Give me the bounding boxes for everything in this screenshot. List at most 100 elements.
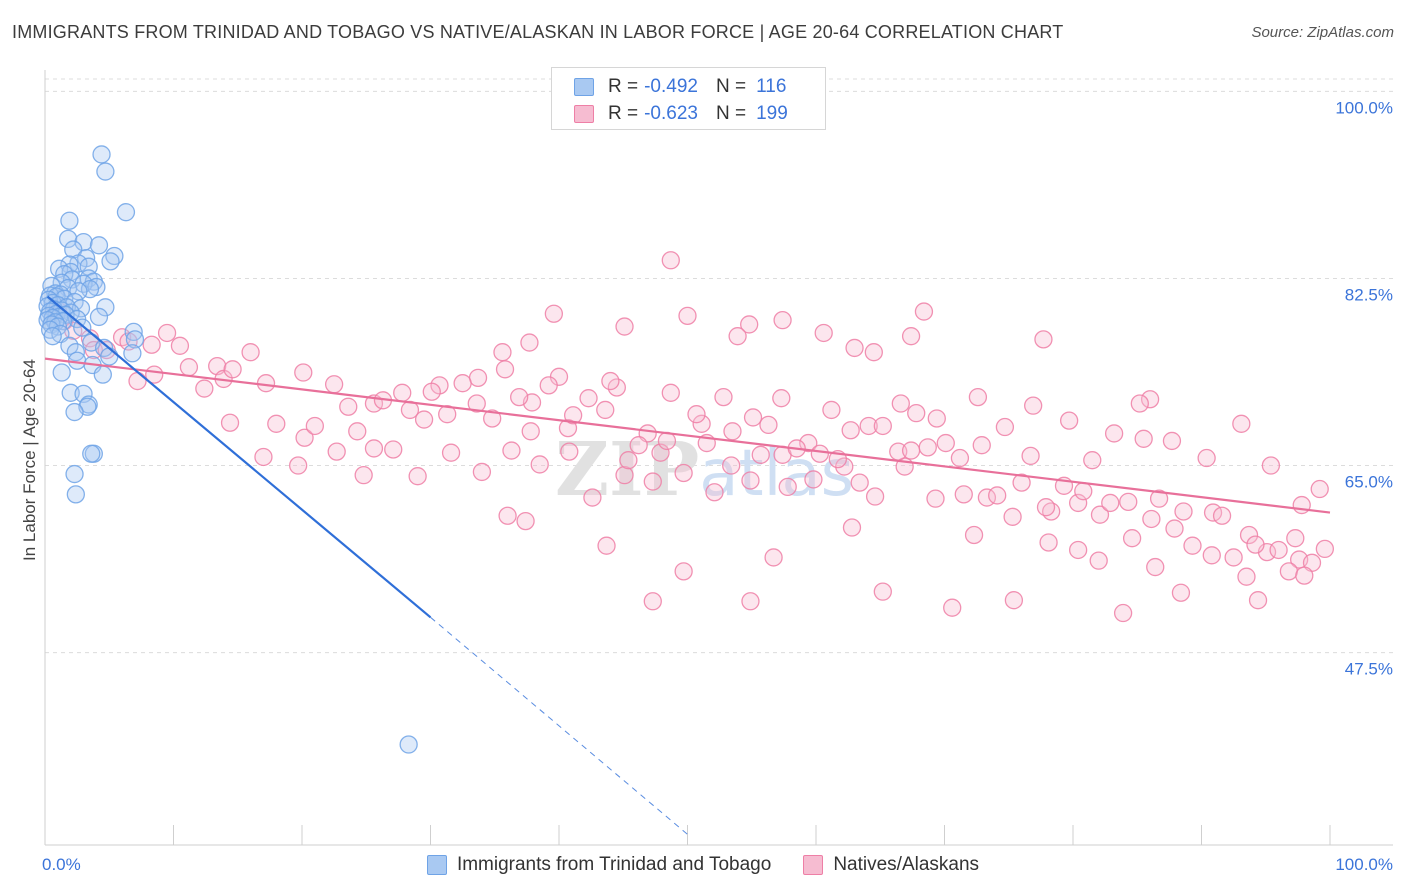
- pink-point: [1149, 489, 1169, 508]
- pink-point: [822, 400, 841, 420]
- pink-point: [502, 441, 521, 460]
- pink-point: [619, 451, 638, 470]
- x-tick-label-min: 0.0%: [42, 855, 81, 874]
- pink-point: [751, 445, 770, 464]
- pink-point: [1036, 498, 1056, 517]
- pink-point: [1003, 507, 1022, 526]
- pink-point: [865, 487, 885, 506]
- blue-point: [116, 203, 136, 222]
- pink-point: [901, 441, 921, 460]
- pink-point: [674, 463, 693, 483]
- pink-point: [408, 467, 427, 486]
- y-tick-label: 65.0%: [1345, 473, 1393, 492]
- pink-point: [468, 368, 488, 388]
- pink-point: [195, 379, 214, 398]
- r-value: -0.492: [644, 76, 698, 97]
- pink-point: [472, 462, 492, 482]
- blue-point: [52, 363, 71, 382]
- pink-point: [988, 486, 1007, 505]
- pink-point: [324, 375, 344, 394]
- chart-title: IMMIGRANTS FROM TRINIDAD AND TOBAGO VS N…: [12, 22, 1064, 42]
- blue-point: [80, 279, 100, 299]
- pink-point: [799, 433, 818, 453]
- r-value: -0.623: [644, 103, 698, 124]
- blue-point: [61, 383, 80, 402]
- pink-point: [1059, 411, 1079, 430]
- pink-point: [295, 428, 314, 447]
- pink-swatch: [803, 855, 824, 875]
- pink-point: [964, 525, 984, 545]
- pink-point: [1004, 591, 1024, 610]
- pink-point: [422, 382, 441, 401]
- pink-point: [873, 582, 892, 601]
- pink-point: [914, 302, 934, 321]
- pink-trend-line: [44, 357, 1331, 514]
- pink-point: [1183, 536, 1202, 555]
- pink-point: [348, 422, 367, 441]
- pink-point: [661, 251, 680, 270]
- pink-point: [256, 374, 276, 393]
- pink-point: [741, 592, 760, 611]
- legend-label-pink: Natives/Alaskans: [833, 854, 980, 875]
- pink-point: [1068, 540, 1088, 560]
- pink-point: [643, 472, 662, 491]
- y-axis-label: In Labor Force | Age 20-64: [20, 359, 39, 561]
- pink-point: [678, 306, 697, 326]
- pink-point: [220, 413, 240, 432]
- pink-point: [692, 414, 711, 433]
- pink-point: [453, 374, 472, 393]
- pink-point: [467, 394, 486, 413]
- pink-point: [1068, 493, 1088, 513]
- pink-point: [901, 327, 921, 346]
- pink-point: [1140, 390, 1160, 409]
- pink-point: [384, 440, 403, 459]
- pink-point: [157, 323, 177, 343]
- blue-point: [89, 307, 109, 327]
- blue-point: [92, 145, 111, 164]
- pink-point: [1113, 603, 1133, 623]
- pink-point: [1279, 562, 1299, 581]
- pink-point: [223, 360, 242, 379]
- legend-item-blue[interactable]: Immigrants from Trinidad and Tobago: [426, 854, 771, 876]
- pink-point: [907, 403, 926, 423]
- blue-point: [124, 322, 143, 342]
- pink-point: [1212, 506, 1232, 525]
- pink-point: [918, 438, 937, 457]
- legend-item-pink[interactable]: Natives/Alaskans: [803, 854, 979, 876]
- pink-point: [1246, 535, 1265, 554]
- pink-point: [1101, 493, 1120, 513]
- pink-point: [1012, 473, 1031, 492]
- pink-point: [539, 376, 558, 395]
- pink-point: [521, 422, 540, 441]
- blue-point: [82, 444, 101, 463]
- blue-trend-line: [46, 295, 432, 619]
- pink-point: [651, 443, 670, 462]
- pink-point: [294, 363, 313, 382]
- pink-point: [615, 465, 634, 485]
- pink-point: [661, 383, 680, 402]
- blue-point: [49, 259, 69, 278]
- pink-point: [1315, 539, 1335, 559]
- blue-point: [65, 402, 84, 422]
- pink-point: [845, 338, 864, 358]
- x-tick-label-max: 100.0%: [1335, 855, 1393, 874]
- pink-point: [926, 489, 945, 508]
- pink-point: [305, 416, 325, 436]
- pink-point: [142, 335, 161, 354]
- pink-point: [510, 387, 529, 407]
- pink-point: [327, 442, 346, 461]
- pink-point: [814, 323, 833, 343]
- pink-point: [657, 431, 677, 451]
- pink-point: [179, 358, 199, 377]
- pink-point: [601, 371, 620, 391]
- pink-point: [1146, 557, 1165, 577]
- pink-point: [170, 336, 190, 355]
- pink-point: [1248, 591, 1268, 610]
- pink-point: [128, 371, 147, 391]
- pink-point: [414, 410, 434, 429]
- blue-point: [71, 299, 91, 318]
- pink-point: [778, 477, 797, 497]
- n-label: N =: [715, 76, 747, 97]
- pink-point: [687, 405, 706, 424]
- pink-point: [1134, 429, 1153, 448]
